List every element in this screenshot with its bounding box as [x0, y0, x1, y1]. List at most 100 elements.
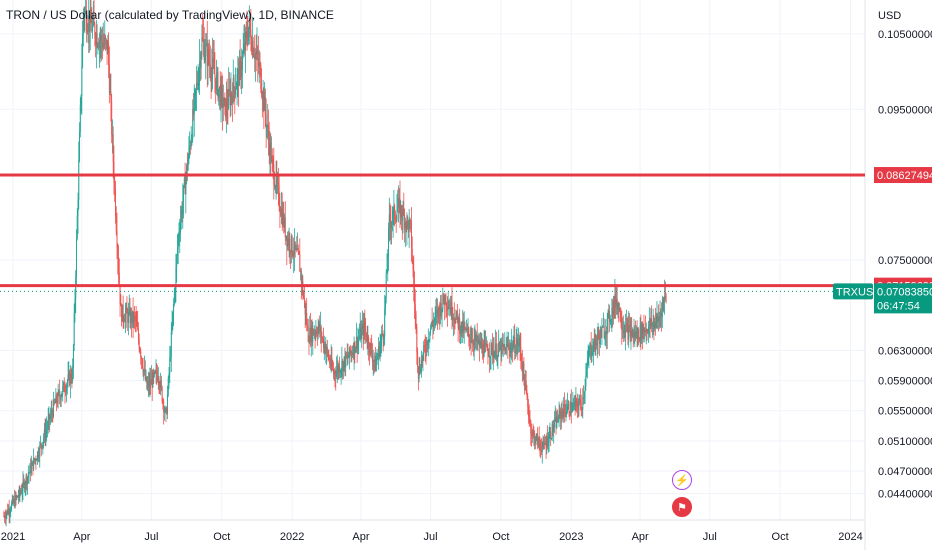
candle-body	[274, 184, 276, 188]
candle-body	[43, 437, 45, 443]
candle-body	[429, 331, 431, 340]
candle-body	[518, 337, 520, 343]
candle-body	[66, 382, 68, 386]
candle-body	[556, 416, 558, 428]
candle-body	[79, 131, 81, 161]
candle-body	[437, 307, 439, 317]
candle-body	[99, 40, 101, 41]
candle-body	[371, 346, 373, 355]
horizontal-levels[interactable]	[0, 173, 865, 292]
candle-body	[445, 295, 447, 306]
candle-body	[169, 357, 171, 373]
candle-body	[176, 256, 178, 268]
candle-body	[124, 321, 126, 323]
candle-body	[98, 45, 100, 48]
candle-body	[245, 31, 247, 33]
candle-body	[165, 408, 167, 412]
candle-body	[68, 372, 70, 375]
candle-body	[605, 332, 607, 337]
candle-body	[485, 342, 487, 345]
candle-body	[519, 337, 521, 348]
currency-label: USD	[878, 10, 901, 22]
candle-body	[257, 50, 259, 59]
candle-body	[284, 217, 286, 228]
candle-body	[625, 323, 627, 326]
candle-body	[159, 385, 161, 388]
candle-body	[92, 23, 94, 32]
candle-body	[134, 316, 136, 320]
level-price-label: 0.08627494	[877, 170, 932, 182]
candle-body	[310, 328, 312, 342]
candle-body	[618, 307, 620, 312]
candle-body	[274, 187, 276, 188]
candle-body	[465, 327, 467, 331]
price-axis[interactable]: 0.10500000 0.09500000 0.07500000 0.06300000…	[878, 10, 932, 501]
y-tick-label: 0.09500000	[878, 104, 932, 116]
candle-body	[280, 211, 282, 216]
candle-body	[270, 142, 272, 162]
candle-body	[3, 516, 5, 518]
lightning-icon[interactable]: ⚡	[672, 470, 692, 490]
y-tick-label: 0.04400000	[878, 489, 932, 501]
candle-body	[160, 380, 162, 388]
candle-body	[595, 334, 597, 342]
candle-body	[246, 31, 248, 39]
candle-body	[93, 16, 95, 25]
candle-body	[659, 316, 661, 317]
candle-body	[463, 325, 465, 333]
candle-body	[632, 329, 634, 338]
candle-body	[140, 357, 142, 360]
candle-body	[515, 344, 517, 352]
candle-body	[342, 360, 344, 372]
candle-body	[640, 325, 642, 340]
candle-body	[396, 212, 398, 221]
candle-body	[347, 355, 349, 359]
time-axis[interactable]: 2021 Apr Jul Oct 2022 Apr Jul Oct 2023 Apr Jul Oct 2…	[1, 531, 863, 543]
candle-body	[644, 330, 646, 333]
candle-body	[126, 307, 128, 313]
candle-body	[528, 415, 530, 418]
candle-body	[507, 344, 509, 347]
candle-body	[443, 301, 445, 305]
candle-body	[52, 413, 54, 417]
candle-body	[189, 145, 191, 147]
candle-body	[306, 325, 308, 327]
candle-body	[469, 334, 471, 342]
candle-body	[10, 510, 12, 512]
candle-body	[345, 353, 347, 358]
candle-body	[307, 325, 309, 342]
candle-body	[533, 432, 535, 435]
candle-body	[280, 208, 282, 216]
candle-body	[590, 344, 592, 355]
candle-body	[532, 431, 534, 433]
candle-body	[312, 329, 314, 342]
candle-body	[12, 498, 14, 503]
candle-body	[131, 312, 133, 323]
candle-body	[529, 417, 531, 422]
candle-body	[249, 20, 251, 30]
candle-body	[570, 401, 572, 415]
candle-body	[462, 320, 464, 333]
flag-icon[interactable]: ⚑	[672, 497, 692, 517]
candle-body	[151, 378, 153, 388]
candle-body	[548, 435, 550, 444]
candle-body	[539, 443, 541, 445]
candle-body	[439, 309, 441, 317]
candle-body	[355, 347, 357, 353]
candle-body	[146, 377, 148, 389]
candle-body	[209, 60, 211, 64]
candle-body	[560, 411, 562, 419]
candle-body	[142, 366, 144, 373]
candle-body	[277, 182, 279, 187]
candle-body	[220, 84, 222, 106]
y-tick-label: 0.10500000	[878, 29, 932, 41]
candle-body	[600, 329, 602, 338]
candle-body	[428, 339, 430, 342]
candle-body	[579, 398, 581, 402]
candle-body	[108, 64, 110, 94]
candle-body	[59, 391, 61, 397]
candle-body	[148, 381, 150, 388]
candle-body	[250, 29, 252, 45]
candle-body	[449, 307, 451, 314]
